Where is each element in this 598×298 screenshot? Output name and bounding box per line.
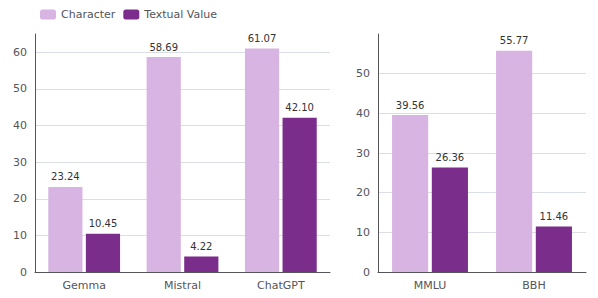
svg-text:26.36: 26.36 [436, 152, 465, 163]
svg-text:23.24: 23.24 [51, 171, 80, 182]
svg-text:20: 20 [13, 192, 27, 205]
svg-text:MMLU: MMLU [414, 279, 447, 292]
svg-text:61.07: 61.07 [248, 33, 277, 44]
svg-text:30: 30 [13, 156, 27, 169]
svg-text:50: 50 [356, 67, 370, 80]
svg-text:60: 60 [13, 46, 27, 59]
svg-text:10.45: 10.45 [89, 218, 118, 229]
svg-text:10: 10 [356, 226, 370, 239]
svg-text:55.77: 55.77 [500, 35, 529, 46]
svg-text:58.69: 58.69 [149, 42, 178, 53]
svg-text:39.56: 39.56 [396, 100, 425, 111]
svg-text:Character: Character [61, 8, 116, 21]
svg-text:40: 40 [356, 107, 370, 120]
svg-text:10: 10 [13, 229, 27, 242]
svg-text:30: 30 [356, 147, 370, 160]
svg-text:0: 0 [20, 266, 27, 279]
svg-text:Gemma: Gemma [62, 279, 105, 292]
svg-text:Textual Value: Textual Value [143, 8, 217, 21]
svg-text:Mistral: Mistral [164, 279, 201, 292]
svg-text:BBH: BBH [522, 279, 545, 292]
svg-text:ChatGPT: ChatGPT [257, 279, 305, 292]
svg-text:40: 40 [13, 119, 27, 132]
svg-text:42.10: 42.10 [285, 102, 314, 113]
svg-text:50: 50 [13, 82, 27, 95]
svg-text:0: 0 [363, 266, 370, 279]
svg-text:4.22: 4.22 [190, 241, 212, 252]
svg-text:20: 20 [356, 186, 370, 199]
svg-text:11.46: 11.46 [540, 211, 569, 222]
